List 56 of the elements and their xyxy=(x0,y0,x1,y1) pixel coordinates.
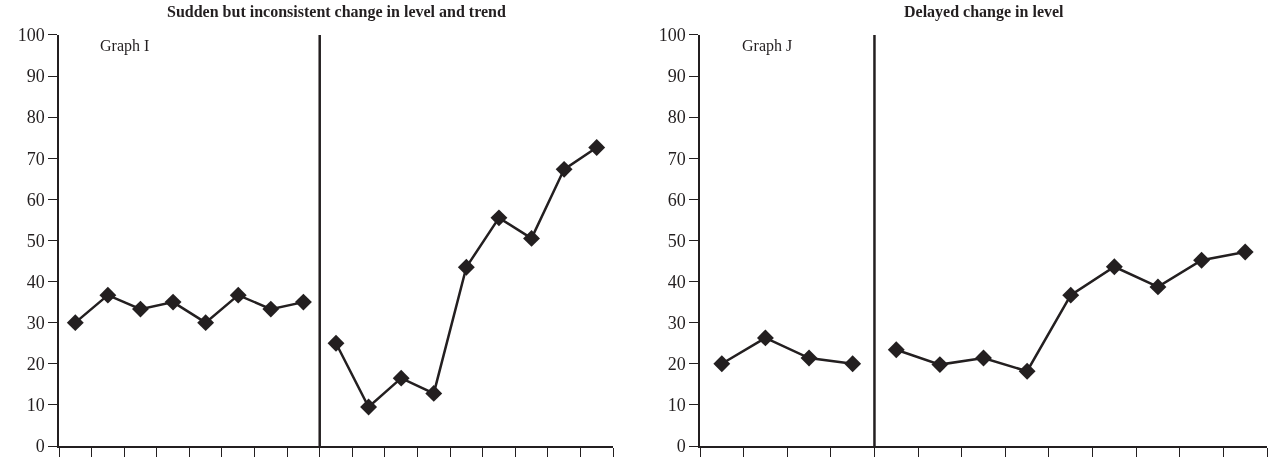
point xyxy=(800,349,818,367)
annotation: Graph I xyxy=(100,37,150,55)
chart-title: Delayed change in level xyxy=(904,3,1065,21)
y-tick-label: 10 xyxy=(26,395,45,416)
point xyxy=(1105,258,1123,276)
point xyxy=(99,286,117,304)
y-tick-label: 30 xyxy=(667,312,686,333)
point xyxy=(457,258,475,276)
point xyxy=(931,356,949,374)
point xyxy=(132,300,149,318)
point xyxy=(713,355,731,373)
point xyxy=(262,300,280,318)
y-tick-label: 90 xyxy=(26,66,45,87)
point xyxy=(1062,286,1080,304)
point xyxy=(887,341,905,359)
point xyxy=(1236,243,1254,261)
point xyxy=(294,293,312,311)
annotation: Graph J xyxy=(742,37,793,55)
point xyxy=(164,293,182,311)
y-tick-label: 20 xyxy=(667,354,686,375)
point xyxy=(756,329,774,347)
y-tick-label: 40 xyxy=(26,271,45,292)
y-tick-label: 40 xyxy=(667,271,686,292)
y-tick-label: 0 xyxy=(676,436,686,457)
y-tick-label: 70 xyxy=(667,148,686,169)
point xyxy=(327,334,345,352)
y-tick-label: 60 xyxy=(667,189,686,210)
y-tick-label: 10 xyxy=(667,395,686,416)
point xyxy=(360,398,378,416)
y-tick-label: 60 xyxy=(26,189,45,210)
y-tick-label: 50 xyxy=(26,230,45,251)
point xyxy=(1149,278,1167,296)
y-tick-label: 80 xyxy=(667,107,686,128)
point xyxy=(66,314,84,332)
point xyxy=(975,349,992,367)
point xyxy=(490,209,508,227)
y-tick-label: 80 xyxy=(26,107,45,128)
point xyxy=(197,314,215,332)
point xyxy=(1193,251,1211,269)
point xyxy=(425,384,443,402)
y-tick-label: 50 xyxy=(667,230,686,251)
point xyxy=(588,139,606,156)
point xyxy=(523,229,540,247)
point xyxy=(1018,362,1036,380)
y-tick-label: 90 xyxy=(667,66,686,87)
y-tick-label: 0 xyxy=(35,436,45,457)
point xyxy=(229,286,247,304)
point xyxy=(844,355,862,373)
y-tick-label: 20 xyxy=(26,354,45,375)
y-tick-label: 70 xyxy=(26,148,45,169)
point xyxy=(555,160,573,178)
chart-title: Sudden but inconsistent change in level and trend xyxy=(167,3,506,21)
point xyxy=(392,369,410,387)
y-tick-label: 100 xyxy=(658,25,686,46)
y-tick-label: 30 xyxy=(26,312,45,333)
y-tick-label: 100 xyxy=(17,25,45,46)
